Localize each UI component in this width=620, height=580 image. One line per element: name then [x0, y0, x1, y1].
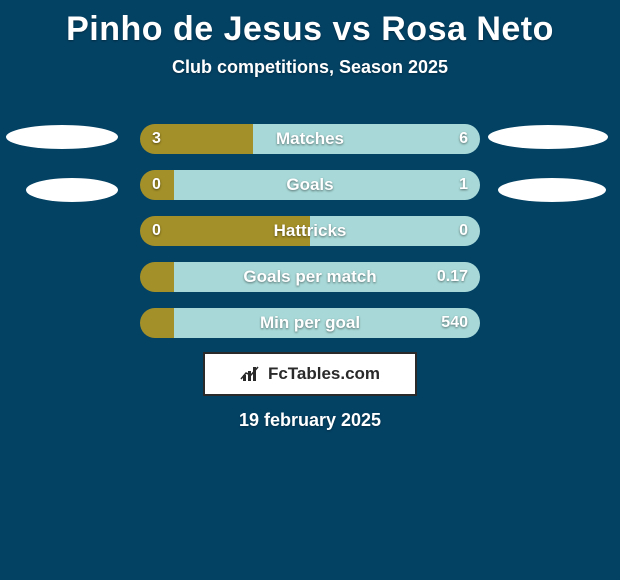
vs-separator: vs [332, 10, 371, 48]
logo-text: FcTables.com [268, 364, 380, 384]
chart-title: Pinho de Jesus vs Rosa Neto [0, 0, 620, 49]
footer-date: 19 february 2025 [0, 410, 620, 431]
fctables-logo: FcTables.com [203, 352, 417, 396]
stat-row: Goals per match0.17 [140, 262, 480, 292]
stat-value-right: 1 [459, 170, 468, 200]
stat-row: Hattricks0 0 [140, 216, 480, 246]
stat-label: Hattricks [140, 216, 480, 246]
comparison-chart: Pinho de Jesus vs Rosa Neto Club competi… [0, 0, 620, 580]
player2-name: Rosa Neto [381, 10, 554, 48]
stat-label: Goals [140, 170, 480, 200]
stat-row: Min per goal540 [140, 308, 480, 338]
bar-chart-icon [240, 365, 262, 383]
stat-value-left: 3 [152, 124, 161, 154]
stat-label: Goals per match [140, 262, 480, 292]
stat-value-left: 0 [152, 216, 161, 246]
stat-value-right: 6 [459, 124, 468, 154]
player1-name: Pinho de Jesus [66, 10, 322, 48]
stat-rows: Matches36Goals01Hattricks00Goals per mat… [0, 124, 620, 354]
stat-value-right: 0 [459, 216, 468, 246]
stat-label: Matches [140, 124, 480, 154]
stat-row: Goals0 1 [140, 170, 480, 200]
stat-label: Min per goal [140, 308, 480, 338]
stat-value-right: 540 [441, 308, 468, 338]
chart-subtitle: Club competitions, Season 2025 [0, 57, 620, 78]
stat-value-right: 0.17 [437, 262, 468, 292]
stat-value-left: 0 [152, 170, 161, 200]
stat-row: Matches3 6 [140, 124, 480, 154]
